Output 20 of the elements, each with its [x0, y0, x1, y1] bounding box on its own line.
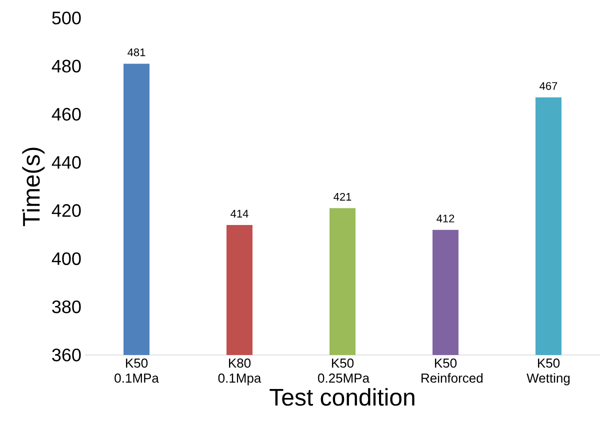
x-tick-label: K50 0.1MPa [114, 358, 159, 383]
y-tick-label: 380 [52, 300, 81, 314]
data-label: 467 [540, 82, 558, 90]
x-axis-title: Test condition [270, 388, 414, 406]
y-tick-label: 500 [52, 12, 81, 24]
x-tick-label: K50 Reinforced [422, 358, 483, 383]
x-tick-label: K50 Wetting [526, 358, 570, 386]
data-label: 412 [436, 214, 454, 222]
y-tick-label: 480 [52, 60, 81, 72]
x-tick-label: K80 0.1Mpa [218, 358, 262, 386]
data-label: 421 [334, 192, 352, 201]
y-axis-title: Time(s) [22, 148, 45, 226]
y-tick-label: 360 [52, 348, 81, 362]
y-tick-label: 440 [52, 156, 81, 169]
data-label: 414 [230, 210, 248, 218]
y-tick-label: 400 [52, 252, 81, 266]
y-tick-label: 420 [52, 204, 81, 217]
x-tick-label: K50 0.25MPa [318, 358, 370, 383]
y-tick-label: 460 [52, 108, 81, 121]
data-label: 481 [128, 48, 146, 56]
